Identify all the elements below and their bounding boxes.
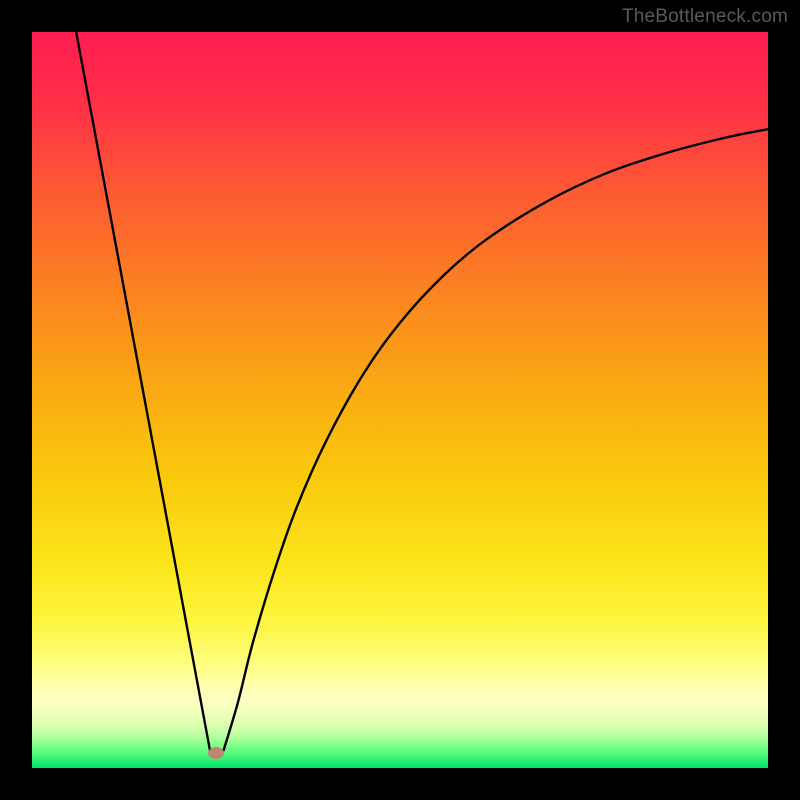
chart-curve-layer — [32, 32, 768, 768]
bottleneck-curve-right — [223, 129, 768, 751]
chart-plot-area — [32, 32, 768, 768]
bottleneck-curve-left — [76, 32, 210, 751]
optimal-point-marker — [208, 747, 224, 759]
watermark-text: TheBottleneck.com — [622, 6, 788, 28]
